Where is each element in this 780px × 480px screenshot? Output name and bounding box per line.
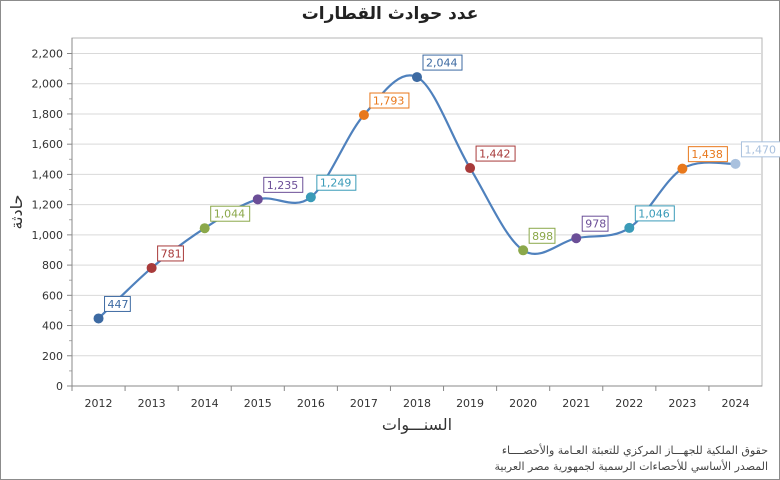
data-label: 2,044: [426, 57, 458, 70]
data-label-box: [263, 176, 304, 193]
data-point: [199, 223, 210, 234]
x-tick-label: 2012: [85, 397, 113, 410]
x-tick-label: 2016: [297, 397, 325, 410]
data-label: 781: [161, 247, 182, 260]
data-point: [93, 313, 104, 324]
x-tick-label: 2023: [668, 397, 696, 410]
data-point: [146, 262, 157, 273]
data-label-box: [687, 146, 728, 163]
footer-source: المصدر الأساسي للأحصاءات الرسمية لجمهوري…: [494, 460, 768, 473]
x-tick-label: 2013: [138, 397, 166, 410]
y-tick-label: 200: [42, 350, 63, 363]
data-label: 1,046: [638, 207, 670, 220]
x-tick-label: 2024: [721, 397, 749, 410]
data-label: 898: [532, 230, 553, 243]
x-tick-label: 2015: [244, 397, 272, 410]
data-point: [571, 233, 582, 244]
data-label-box: [528, 227, 556, 244]
x-tick-label: 2022: [615, 397, 643, 410]
data-label: 1,470: [744, 143, 776, 156]
data-point: [412, 72, 422, 83]
y-tick-label: 1,200: [32, 199, 64, 212]
data-point: [252, 194, 263, 205]
y-tick-label: 1,800: [32, 108, 64, 121]
data-point: [677, 163, 688, 174]
data-label-box: [581, 215, 609, 232]
data-label-box: [634, 205, 675, 222]
data-label-box: [316, 174, 357, 191]
data-label: 1,442: [479, 148, 511, 161]
data-point: [730, 158, 741, 169]
y-tick-label: 1,400: [32, 168, 64, 181]
data-point: [358, 110, 369, 121]
data-label-box: [210, 205, 251, 222]
data-label: 1,235: [267, 179, 299, 192]
y-tick-label: 2,200: [32, 48, 64, 61]
data-point: [518, 245, 529, 256]
data-label-box: [740, 141, 780, 158]
x-tick-label: 2021: [562, 397, 590, 410]
x-tick-label: 2020: [509, 397, 537, 410]
y-axis-title: حادثة: [7, 195, 26, 230]
data-point: [305, 192, 316, 203]
y-tick-label: 400: [42, 320, 63, 333]
data-point: [465, 163, 476, 174]
y-tick-label: 0: [56, 380, 63, 393]
x-tick-label: 2019: [456, 397, 484, 410]
data-point: [624, 222, 635, 233]
x-axis-title: السنـــوات: [382, 415, 452, 435]
x-tick-label: 2017: [350, 397, 378, 410]
data-label-box: [104, 295, 131, 312]
data-label: 1,438: [691, 148, 723, 161]
footer-copyright: حقوق الملكية للجهـــاز المركزي للتعبئة ا…: [501, 444, 768, 457]
y-tick-label: 2,000: [32, 78, 64, 91]
data-label: 447: [108, 298, 129, 311]
y-tick-label: 800: [42, 259, 63, 272]
data-label: 978: [585, 218, 606, 231]
data-label: 1,044: [214, 208, 246, 221]
data-label-box: [369, 92, 410, 109]
y-tick-label: 1,600: [32, 138, 64, 151]
data-label: 1,249: [320, 177, 352, 190]
chart-title: عدد حوادث القطارات: [301, 4, 479, 24]
x-tick-label: 2014: [191, 397, 219, 410]
y-tick-label: 1,000: [32, 229, 64, 242]
data-label-box: [475, 145, 516, 162]
data-label-box: [422, 54, 463, 71]
data-label-box: [157, 245, 184, 262]
x-tick-label: 2018: [403, 397, 431, 410]
data-label: 1,793: [373, 95, 405, 108]
y-tick-label: 600: [42, 289, 63, 302]
